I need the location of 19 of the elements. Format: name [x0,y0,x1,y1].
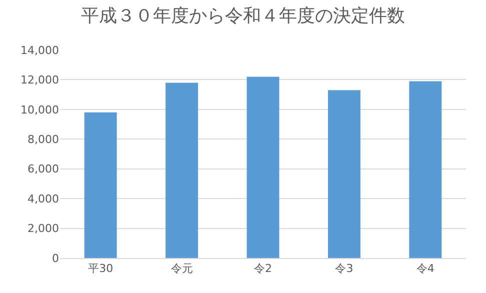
bar [409,81,442,258]
y-tick-label: 12,000 [20,74,59,87]
y-tick-label: 10,000 [20,103,59,116]
bar [246,76,280,258]
chart-title: 平成３０年度から令和４年度の決定件数 [81,5,405,26]
bar [166,82,198,258]
y-tick-label: 4,000 [28,192,59,206]
x-tick-label: 令3 [335,262,354,276]
y-tick-label: 6,000 [28,162,59,176]
bar [84,112,117,258]
x-tick-label: 令2 [254,262,272,276]
y-tick-label: 0 [52,252,59,265]
x-tick-label: 令元 [170,262,193,276]
y-tick-label: 14,000 [20,44,59,57]
x-tick-label: 令4 [416,262,434,276]
x-tick-label: 平30 [88,262,114,276]
y-tick-label: 2,000 [28,222,59,236]
y-tick-label: 8,000 [28,132,59,146]
bar [328,90,360,258]
